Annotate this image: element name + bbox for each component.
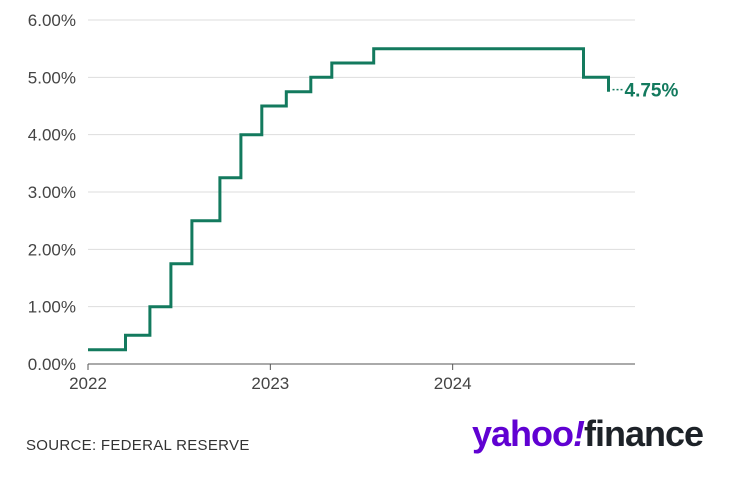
x-axis-ticks: 2022 2023 2024 <box>69 364 472 393</box>
logo-finance: finance <box>584 413 704 454</box>
yahoo-finance-logo: yahoo!finance <box>472 413 704 454</box>
y-tick-label: 6.00% <box>28 11 76 30</box>
fed-rate-step-line <box>88 47 610 352</box>
x-tick-label: 2022 <box>69 374 107 393</box>
logo-yahoo: yahoo <box>472 413 574 454</box>
rate-chart: 0.00% 1.00% 2.00% 3.00% 4.00% 5.00% 6.00% 2022… <box>28 11 679 393</box>
source-note: SOURCE: FEDERAL RESERVE <box>26 437 250 454</box>
y-axis-ticks: 0.00% 1.00% 2.00% 3.00% 4.00% 5.00% 6.00% <box>28 11 76 374</box>
logo-bang: ! <box>573 413 585 454</box>
end-value-label: 4.75% <box>625 81 679 102</box>
y-tick-label: 1.00% <box>28 298 76 317</box>
y-tick-label: 3.00% <box>28 183 76 202</box>
gridlines <box>88 19 635 308</box>
x-tick-label: 2023 <box>251 374 289 393</box>
y-tick-label: 4.00% <box>28 126 76 145</box>
y-tick-label: 0.00% <box>28 355 76 374</box>
y-tick-label: 5.00% <box>28 68 76 87</box>
y-tick-label: 2.00% <box>28 240 76 259</box>
x-tick-label: 2024 <box>434 374 472 393</box>
